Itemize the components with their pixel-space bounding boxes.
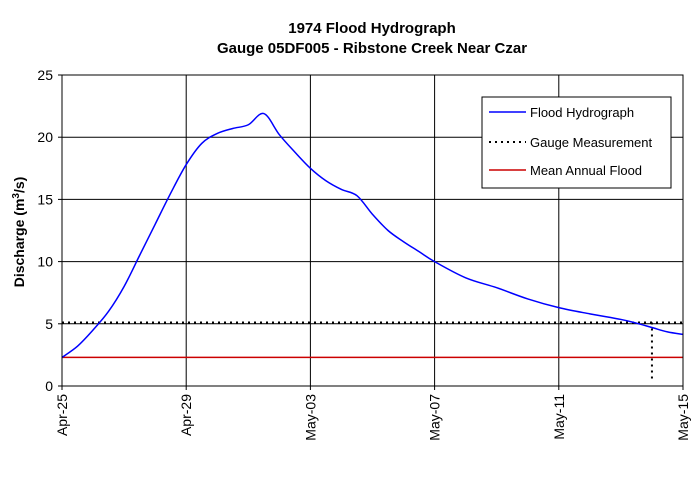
chart-title: 1974 Flood Hydrograph	[288, 20, 456, 37]
x-tick-label: May-15	[675, 394, 691, 441]
y-axis-label-end: /s)	[11, 177, 27, 193]
y-tick-label: 10	[37, 254, 53, 270]
y-axis-label-sup: 3	[11, 193, 22, 199]
y-axis-label: Discharge (m3/s)	[11, 177, 27, 288]
legend-label-gauge-measurement: Gauge Measurement	[530, 135, 653, 150]
plot-border	[61, 74, 684, 387]
x-tick-label: Apr-25	[54, 394, 70, 436]
x-tick-label: May-07	[427, 394, 443, 441]
x-tick-label: Apr-29	[178, 394, 194, 436]
flood-hydrograph-line	[61, 112, 684, 359]
legend: Flood Hydrograph Gauge Measurement Mean …	[481, 96, 672, 189]
x-tick-label: May-11	[551, 394, 567, 440]
chart-subtitle: Gauge 05DF005 - Ribstone Creek Near Czar	[217, 40, 527, 57]
legend-label-mean-annual-flood: Mean Annual Flood	[530, 163, 642, 178]
y-tick-label: 0	[45, 378, 53, 394]
x-tick-label: May-03	[302, 394, 318, 441]
legend-label-flood-hydrograph: Flood Hydrograph	[530, 105, 634, 120]
y-tick-label: 20	[37, 129, 53, 145]
y-tick-label: 5	[45, 316, 53, 332]
y-axis-label-main: Discharge (m	[11, 199, 27, 288]
y-tick-label: 25	[37, 67, 53, 83]
y-tick-label: 15	[37, 191, 53, 207]
